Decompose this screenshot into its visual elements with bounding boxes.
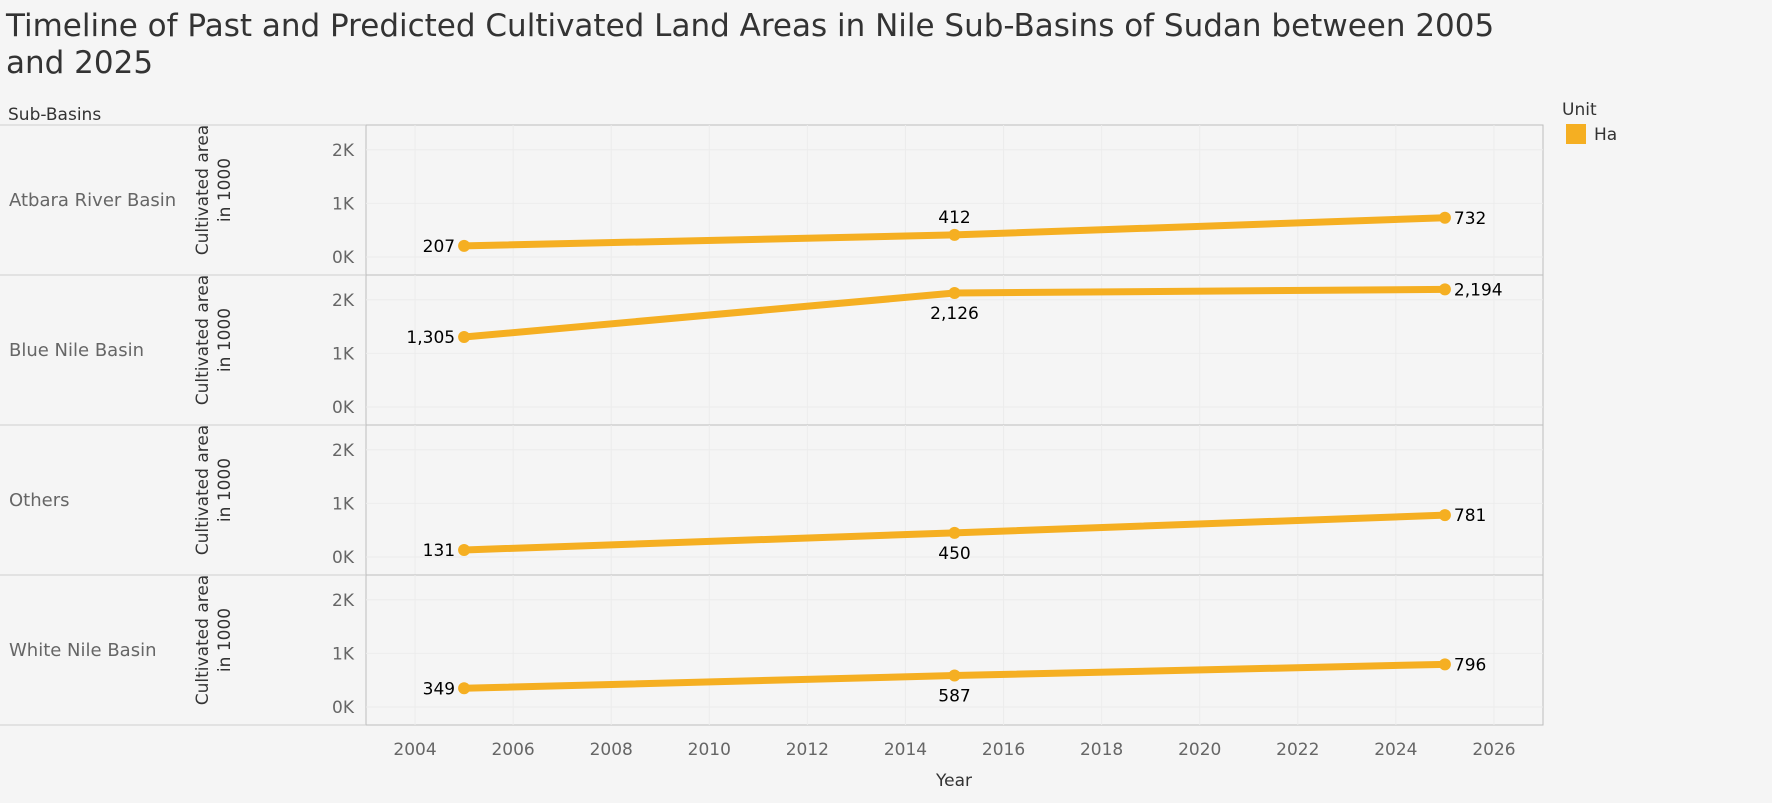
y-axis-title: Cultivated area in 1000 <box>193 275 235 405</box>
data-label: 781 <box>1454 506 1486 526</box>
panel-3: 0K 1K 2K White Nile Basin Cultivated area in … <box>0 574 1544 726</box>
data-label: 732 <box>1454 209 1486 229</box>
data-point <box>948 526 961 539</box>
y-axis-title: Cultivated area in 1000 <box>193 425 235 555</box>
data-label: 796 <box>1454 655 1486 675</box>
legend-label-ha: Ha <box>1594 125 1617 145</box>
y-tick-label: 0K <box>332 398 355 418</box>
y-axis-title-line: in 1000 <box>215 158 235 222</box>
x-tick-label: 2012 <box>786 740 829 760</box>
y-axis-title-line: Cultivated area <box>193 275 213 405</box>
x-axis: 2004 2006 2008 2010 2012 2014 2016 2018 2020 2022… <box>393 740 1515 760</box>
data-label: 2,194 <box>1454 280 1503 300</box>
y-tick-label: 2K <box>332 441 355 461</box>
x-axis-title: Year <box>935 771 972 791</box>
legend-swatch-ha <box>1566 124 1586 144</box>
x-tick-label: 2014 <box>884 740 927 760</box>
x-tick-label: 2018 <box>1080 740 1123 760</box>
y-tick-label: 1K <box>332 194 355 214</box>
y-tick-label: 1K <box>332 344 355 364</box>
data-point <box>1438 283 1451 296</box>
data-label: 131 <box>423 541 455 561</box>
panel-0: 0K 1K 2K Atbara River Basin Cultivated area i… <box>0 124 1544 276</box>
y-axis-title-line: Cultivated area <box>193 425 213 555</box>
row-label: Blue Nile Basin <box>9 340 144 361</box>
x-tick-label: 2026 <box>1472 740 1515 760</box>
x-tick-label: 2006 <box>491 740 534 760</box>
y-axis-title-line: Cultivated area <box>193 125 213 255</box>
x-tick-label: 2020 <box>1178 740 1221 760</box>
data-point <box>948 287 961 300</box>
y-axis-title-line: Cultivated area <box>193 575 213 705</box>
data-point <box>948 669 961 682</box>
y-axis-title-line: in 1000 <box>215 308 235 372</box>
data-label: 587 <box>938 687 970 707</box>
data-point <box>458 331 471 344</box>
y-tick-label: 1K <box>332 494 355 514</box>
data-point <box>948 228 961 241</box>
y-tick-label: 0K <box>332 698 355 718</box>
x-tick-label: 2008 <box>590 740 633 760</box>
y-tick-label: 1K <box>332 644 355 664</box>
data-label: 1,305 <box>406 328 455 348</box>
y-axis-title-line: in 1000 <box>215 608 235 672</box>
legend: Unit Ha <box>1562 100 1617 145</box>
data-point <box>458 682 471 695</box>
panel-frame <box>365 124 1544 276</box>
data-label: 2,126 <box>930 304 979 324</box>
x-tick-label: 2024 <box>1374 740 1417 760</box>
x-tick-label: 2022 <box>1276 740 1319 760</box>
row-label: Atbara River Basin <box>9 190 176 211</box>
data-point <box>1438 211 1451 224</box>
chart-title: Timeline of Past and Predicted Cultivate… <box>6 8 1495 81</box>
panel-2: 0K 1K 2K Others Cultivated area in 1000 131 450… <box>0 424 1544 576</box>
data-label: 207 <box>423 237 455 257</box>
panel-1: 0K 1K 2K Blue Nile Basin Cultivated area in 1… <box>0 274 1544 426</box>
row-label: Others <box>9 490 70 511</box>
x-tick-label: 2010 <box>688 740 731 760</box>
data-label: 412 <box>938 208 970 228</box>
data-label: 450 <box>938 544 970 564</box>
y-tick-label: 2K <box>332 591 355 611</box>
y-tick-label: 2K <box>332 141 355 161</box>
row-label: White Nile Basin <box>9 640 157 661</box>
data-label: 349 <box>423 679 455 699</box>
y-axis-title: Cultivated area in 1000 <box>193 575 235 705</box>
y-axis-title: Cultivated area in 1000 <box>193 125 235 255</box>
y-tick-label: 0K <box>332 548 355 568</box>
x-tick-label: 2004 <box>393 740 436 760</box>
data-point <box>1438 658 1451 671</box>
data-point <box>458 239 471 252</box>
y-tick-label: 2K <box>332 291 355 311</box>
legend-title: Unit <box>1562 100 1597 120</box>
data-point <box>458 543 471 556</box>
y-tick-label: 0K <box>332 248 355 268</box>
y-axis-title-line: in 1000 <box>215 458 235 522</box>
data-point <box>1438 509 1451 522</box>
x-tick-label: 2016 <box>982 740 1025 760</box>
row-header: Sub-Basins <box>8 105 101 125</box>
